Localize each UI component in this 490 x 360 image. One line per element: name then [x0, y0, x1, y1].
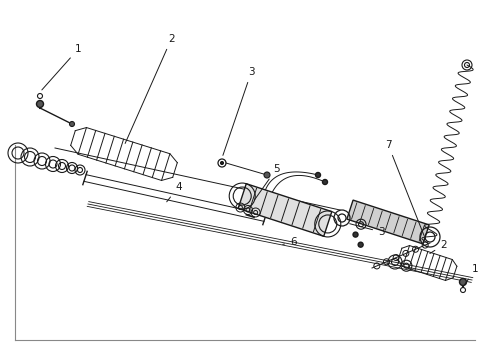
- Circle shape: [322, 180, 327, 185]
- Circle shape: [70, 122, 74, 126]
- Polygon shape: [238, 184, 332, 236]
- Text: 4: 4: [167, 182, 182, 202]
- Text: 1: 1: [465, 264, 479, 285]
- Text: 1: 1: [42, 44, 82, 90]
- Text: 7: 7: [385, 140, 424, 235]
- Text: 6: 6: [283, 237, 296, 247]
- Text: 3: 3: [223, 67, 255, 156]
- Circle shape: [36, 100, 44, 108]
- Text: 2: 2: [125, 34, 174, 143]
- Circle shape: [353, 232, 358, 237]
- Text: 3: 3: [350, 224, 385, 237]
- Circle shape: [460, 279, 466, 285]
- Circle shape: [264, 172, 270, 178]
- Circle shape: [358, 242, 363, 247]
- Text: 5: 5: [255, 164, 280, 200]
- Polygon shape: [347, 200, 429, 244]
- Circle shape: [220, 162, 223, 165]
- Text: 2: 2: [430, 240, 446, 253]
- Circle shape: [316, 172, 320, 177]
